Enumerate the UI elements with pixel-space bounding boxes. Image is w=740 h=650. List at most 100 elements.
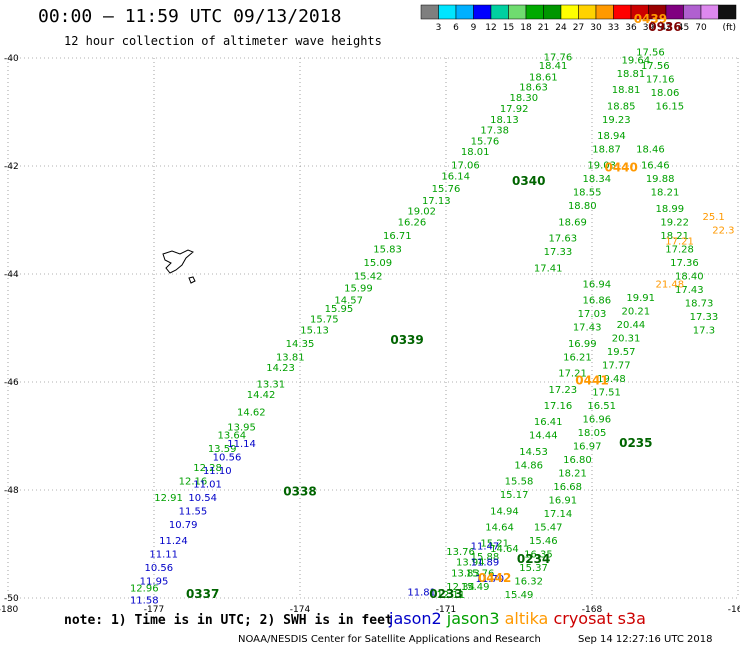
data-point-jason3: 19.48 [597, 374, 626, 385]
data-point-jason3: 17.51 [592, 388, 621, 399]
data-point-jason3: 17.56 [636, 47, 665, 58]
data-point-altika: 25.1 [703, 212, 725, 223]
y-tick-label: -50 [4, 594, 19, 604]
x-tick-label: -171 [436, 605, 456, 615]
data-point-jason3: 17.21 [558, 369, 587, 380]
data-point-jason3: 17.23 [548, 385, 577, 396]
colorbar-label: 9 [471, 23, 477, 33]
y-tick-label: -48 [4, 486, 19, 496]
footer-timestamp: Sep 14 12:27:16 UTC 2018 [578, 634, 713, 645]
colorbar-swatch [438, 4, 457, 20]
data-point-jason3: 17.56 [641, 61, 670, 72]
data-point-jason3: 13.83 [451, 568, 480, 579]
data-point-jason2: 10.56 [213, 452, 242, 463]
colorbar-swatch [595, 4, 614, 20]
colorbar-label: 15 [503, 23, 514, 33]
data-point-jason3: 18.55 [573, 188, 602, 199]
data-point-jason2: 11.89 [471, 558, 500, 569]
pass-time-label: 0233 [429, 587, 462, 601]
pass-time-label: 0440 [604, 160, 637, 174]
data-point-jason3: 16.35 [524, 550, 553, 561]
data-point-jason3: 18.46 [636, 145, 665, 156]
data-point-jason3: 19.03 [587, 161, 616, 172]
colorbar-label: 39 [643, 23, 655, 33]
data-point-jason3: 12.28 [193, 463, 222, 474]
data-point-jason3: 18.41 [539, 61, 568, 72]
data-point-jason3: 12.11 [437, 590, 466, 601]
data-point-jason3: 18.81 [612, 85, 641, 96]
data-point-jason3: 15.99 [344, 283, 373, 294]
data-point-jason3: 17.63 [548, 234, 577, 245]
pass-time-label: 0337 [186, 587, 219, 601]
grid-lines [7, 57, 739, 599]
data-point-jason3: 19.91 [626, 293, 655, 304]
data-point-altika: 22.3 [712, 226, 734, 237]
data-point-jason3: 13.59 [208, 444, 237, 455]
colorbar-label: 18 [520, 23, 532, 33]
data-point-jason2: 10.56 [145, 563, 174, 574]
data-point-jason3: 14.86 [514, 460, 543, 471]
chart-subtitle: 12 hour collection of altimeter wave hei… [64, 34, 382, 48]
data-point-jason2: 11.58 [130, 595, 159, 606]
data-point-jason2: 11.81 [407, 587, 436, 598]
data-point-jason3: 19.57 [607, 347, 636, 358]
data-point-jason3: 20.31 [612, 334, 641, 345]
data-point-jason3: 15.75 [310, 315, 339, 326]
pass-time-label: 0339 [390, 333, 423, 347]
data-point-jason3: 14.35 [286, 339, 315, 350]
data-point-jason3: 15.88 [471, 552, 500, 563]
data-point-jason2: 11.11 [149, 550, 178, 561]
y-tick-label: -40 [4, 54, 19, 64]
colorbar-swatch [700, 4, 719, 20]
data-point-jason3: 16.21 [563, 352, 592, 363]
data-point-jason3: 18.21 [558, 469, 587, 480]
y-tick-label: -46 [4, 378, 19, 388]
chart-title: 00:00 – 11:59 UTC 09/13/2018 [38, 6, 342, 27]
legend-jason3: jason3 [446, 609, 500, 628]
data-point-jason3: 16.80 [563, 455, 592, 466]
data-point-jason2: 11.24 [159, 536, 188, 547]
data-point-jason2: 11.01 [193, 479, 222, 490]
data-point-jason3: 17.43 [573, 323, 602, 334]
pass-time-label: 0439 [634, 12, 667, 26]
data-point-jason3: 15.21 [480, 539, 509, 550]
data-point-jason3: 18.21 [651, 188, 680, 199]
data-point-jason3: 19.23 [602, 115, 631, 126]
data-point-jason3: 13.31 [256, 379, 285, 390]
data-point-jason3: 17.16 [646, 74, 675, 85]
data-point-jason3: 16.14 [441, 172, 470, 183]
data-point-jason3: 15.46 [529, 536, 558, 547]
data-point-jason2: 11.47 [471, 541, 500, 552]
data-point-jason3: 12.34 [446, 582, 475, 593]
data-point-jason3: 13.76 [446, 547, 475, 558]
data-point-jason3: 18.73 [685, 298, 714, 309]
data-point-jason3: 16.99 [568, 339, 597, 350]
data-point-jason3: 16.71 [383, 231, 412, 242]
data-point-jason3: 17.38 [480, 126, 509, 137]
data-point-jason3: 17.33 [690, 312, 719, 323]
data-point-jason3: 15.83 [373, 244, 402, 255]
pass-time-label: 0442 [478, 571, 511, 585]
x-tick-label: -174 [290, 605, 311, 615]
data-point-jason3: 16.41 [534, 417, 563, 428]
island-outline [162, 249, 196, 284]
colorbar-label: 70 [695, 23, 707, 33]
data-point-jason3: 15.47 [534, 523, 563, 534]
data-point-jason3: 18.40 [675, 271, 704, 282]
data-point-jason3: 13.64 [218, 431, 247, 442]
data-point-jason3: 18.06 [651, 88, 680, 99]
data-point-jason3: 18.99 [656, 204, 685, 215]
colorbar-label: 24 [555, 23, 567, 33]
pass-time-label: 0340 [512, 174, 545, 188]
data-point-jason3: 15.42 [354, 271, 383, 282]
data-point-jason3: 18.80 [568, 201, 597, 212]
data-point-jason3: 17.13 [422, 196, 451, 207]
data-point-jason3: 18.85 [607, 101, 636, 112]
data-point-jason3: 17.3 [693, 325, 715, 336]
data-point-jason3: 18.94 [597, 131, 626, 142]
pass-time-label: 0235 [619, 436, 652, 450]
data-point-jason3: 14.44 [529, 431, 558, 442]
data-point-jason3: 13.94 [456, 558, 485, 569]
